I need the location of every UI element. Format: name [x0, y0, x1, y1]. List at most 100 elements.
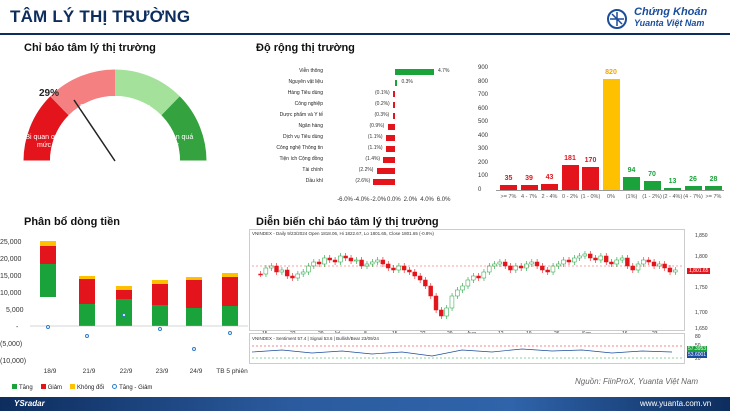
gauge-value-label: 29% — [39, 88, 60, 99]
sector-label: Nguyên vật liệu — [288, 79, 323, 85]
histogram-value: 820 — [605, 68, 617, 76]
candle-body — [322, 257, 327, 265]
gauge-needle — [73, 99, 116, 162]
net-flow-point — [46, 325, 50, 329]
candle-body — [673, 269, 678, 273]
histogram-bar — [541, 184, 558, 190]
flow-bar-up — [222, 306, 238, 326]
candle-body — [609, 261, 614, 265]
money-flow-section-title: Phân bổ dòng tiền — [24, 216, 120, 228]
sector-label: Dịch vụ Tiêu dùng — [282, 134, 323, 140]
sector-value: (2.6%) — [355, 178, 371, 184]
candle-body — [556, 263, 561, 267]
sector-label: Tiện ích Cộng đồng — [279, 156, 323, 162]
gauge-zone-label: Bi quan quá mức — [25, 134, 63, 149]
candle-body — [444, 307, 449, 317]
sector-bar — [395, 69, 434, 75]
candle-body — [561, 259, 566, 265]
flow-bar-flat — [186, 277, 202, 280]
flow-bar-up — [79, 304, 95, 326]
sector-bar — [373, 179, 395, 185]
footer-bar — [0, 397, 730, 411]
price-axis: 1,850 1,800 1,750 1,700 1,650 1,801.65 — [687, 230, 727, 332]
footer-brand: YSradar — [14, 399, 45, 408]
source-note: Nguồn: FiinProX, Yuanta Việt Nam — [575, 377, 699, 386]
histogram-category: >= 7% — [705, 194, 722, 200]
candle-body — [545, 269, 550, 273]
y-tick: 200 — [478, 159, 489, 166]
candle-body — [481, 271, 487, 279]
y-tick: 20,000 — [0, 256, 22, 263]
brand-logo-icon — [607, 9, 627, 29]
candle-body — [465, 279, 471, 287]
sentiment-value-badge: 57.3953 — [687, 346, 708, 352]
histogram-value: 43 — [545, 174, 554, 182]
y-tick: 25,000 — [0, 239, 22, 246]
flow-bar-down — [152, 284, 168, 305]
price-chart-header: VNINDEX - Daily 9/23/2024 Open 1818.06, … — [252, 231, 434, 236]
histogram-bar — [643, 180, 661, 190]
sector-bar — [376, 168, 395, 174]
candle-body — [290, 275, 295, 279]
candlestick-chart — [252, 251, 682, 319]
sector-bar — [383, 157, 395, 163]
histogram-category: 2 - 4% — [541, 194, 558, 200]
sentiment-axis: 80 50 20 57.3953 53.6001 — [687, 334, 727, 364]
sector-label: Viễn thông — [299, 68, 323, 74]
price-tick: 1,850 — [695, 233, 708, 239]
candle-body — [263, 267, 269, 275]
footer-website-link[interactable]: www.yuanta.com.vn — [640, 399, 712, 408]
brand-name-line1: Chứng Khoán — [634, 6, 708, 18]
flow-bar-up — [40, 264, 56, 297]
net-flow-point — [192, 347, 196, 351]
sector-label: Tài chính — [302, 167, 323, 173]
candle-section-title: Diễn biến chỉ báo tâm lý thị trường — [256, 216, 439, 228]
flow-bar-flat — [40, 241, 56, 246]
candle-body — [540, 265, 545, 271]
advance-decline-histogram: 900 800 700 600 500 400 300 200 100 0 35 >= 7% 39 4 -… — [478, 62, 728, 212]
y-tick: (5,000) — [0, 341, 22, 348]
net-flow-point — [122, 313, 126, 317]
histogram-value: 181 — [564, 155, 576, 163]
histogram-bar — [705, 186, 722, 190]
x-tick: 6.0% — [436, 197, 451, 203]
sector-bar — [392, 113, 395, 119]
breadth-section-title: Độ rộng thị trường — [256, 42, 355, 54]
candle-body — [508, 265, 513, 271]
gauge-zone-greed — [115, 69, 181, 116]
candle-body — [417, 275, 423, 281]
sector-bar — [393, 91, 395, 97]
candle-body — [306, 265, 311, 273]
candle-body — [284, 269, 290, 277]
candle-body — [407, 269, 412, 273]
histogram-category: (4 - 7%) — [683, 194, 703, 200]
sector-value: (1.4%) — [365, 156, 381, 162]
flow-bar-down — [116, 290, 132, 299]
x-tick: 23/9 — [155, 368, 169, 375]
y-tick: 15,000 — [0, 273, 22, 280]
candle-body — [327, 257, 332, 261]
y-tick: 10,000 — [0, 290, 22, 297]
histogram-bar — [664, 188, 681, 190]
candle-body — [619, 257, 625, 261]
y-tick: 900 — [478, 65, 489, 71]
candle-body — [518, 265, 524, 269]
gauge-section-title: Chỉ báo tâm lý thị trường — [24, 42, 156, 54]
sentiment-header: VNINDEX - Sentiment 57.4 | Signal 53.6 |… — [252, 336, 379, 341]
y-tick: 500 — [478, 119, 489, 126]
x-tick: 2.0% — [403, 197, 418, 203]
candle-body — [641, 259, 646, 265]
candle-body — [449, 295, 455, 309]
candle-body — [460, 285, 465, 291]
histogram-category: (1 - 0%) — [580, 194, 601, 200]
x-tick: 24/9 — [189, 368, 203, 375]
x-tick: -4.0% — [353, 197, 370, 203]
legend-flat: Không đổi — [77, 385, 105, 391]
histogram-value: 35 — [504, 175, 513, 183]
candle-body — [492, 263, 497, 267]
y-tick: 0 — [478, 187, 482, 193]
flow-bar-flat — [222, 273, 238, 277]
net-flow-point — [158, 327, 162, 331]
candle-body — [364, 263, 370, 267]
histogram-value: 70 — [648, 170, 656, 178]
